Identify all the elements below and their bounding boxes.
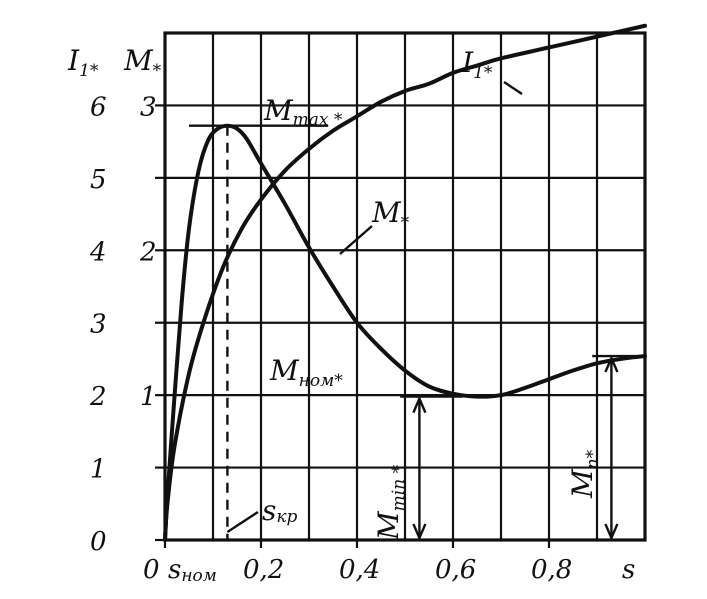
y-left-tick-label: 0	[90, 527, 107, 557]
m-min-arrowhead-bottom	[412, 523, 427, 542]
x-tick-label: 0	[143, 555, 160, 585]
m-max-label: Mmax *	[263, 94, 343, 130]
y-left-tick-label: 3	[90, 310, 107, 340]
x-tick-label: 0,8	[531, 555, 572, 585]
y-left-tick-label: 6	[90, 92, 107, 122]
x-tick-label: 0,6	[435, 555, 476, 585]
annotations	[189, 81, 645, 542]
i1-label-leader	[503, 81, 523, 95]
series-label-m: M*	[371, 196, 410, 233]
y-right-axis-label: M*	[123, 44, 162, 81]
m-label-leader	[339, 225, 373, 255]
series-label-i1: I1*	[461, 46, 493, 83]
y-left-tick-label: 4	[89, 237, 107, 267]
series-line-i1	[163, 23, 647, 542]
y-right-tick-label: 1	[140, 382, 157, 412]
m-n-arrowhead-bottom	[604, 523, 619, 542]
x-tick-label: 0,4	[339, 555, 380, 585]
s-nom-label: sном	[168, 555, 217, 586]
y-left-tick-label: 1	[90, 455, 107, 485]
x-axis-label: s	[622, 555, 635, 585]
y-right-tick-label: 2	[139, 237, 157, 267]
y-left-tick-label: 5	[90, 165, 107, 195]
x-tick-label: 0,2	[243, 555, 284, 585]
m-min-arrowhead-top	[412, 395, 427, 414]
y-right-tick-label: 3	[140, 92, 157, 122]
y-left-tick-label: 2	[89, 382, 107, 412]
s-kr-label: sкр	[262, 494, 298, 527]
m-n-label: Mп*	[566, 449, 603, 499]
plot-frame	[163, 31, 647, 542]
curves	[163, 23, 647, 542]
m-n-arrowhead-top	[604, 354, 619, 373]
grid	[155, 33, 647, 548]
s-kr-leader	[226, 510, 259, 534]
m-min-label: Mmin *	[372, 464, 409, 541]
m-nom-label: Mном*	[269, 354, 343, 391]
tick-labels: 0 1 2 3 4 5 6 1 2 3 0 0,2 0,4 0,6 0,8	[89, 92, 572, 585]
y-left-axis-label: I1*	[67, 44, 99, 81]
series-line-m	[163, 123, 647, 542]
